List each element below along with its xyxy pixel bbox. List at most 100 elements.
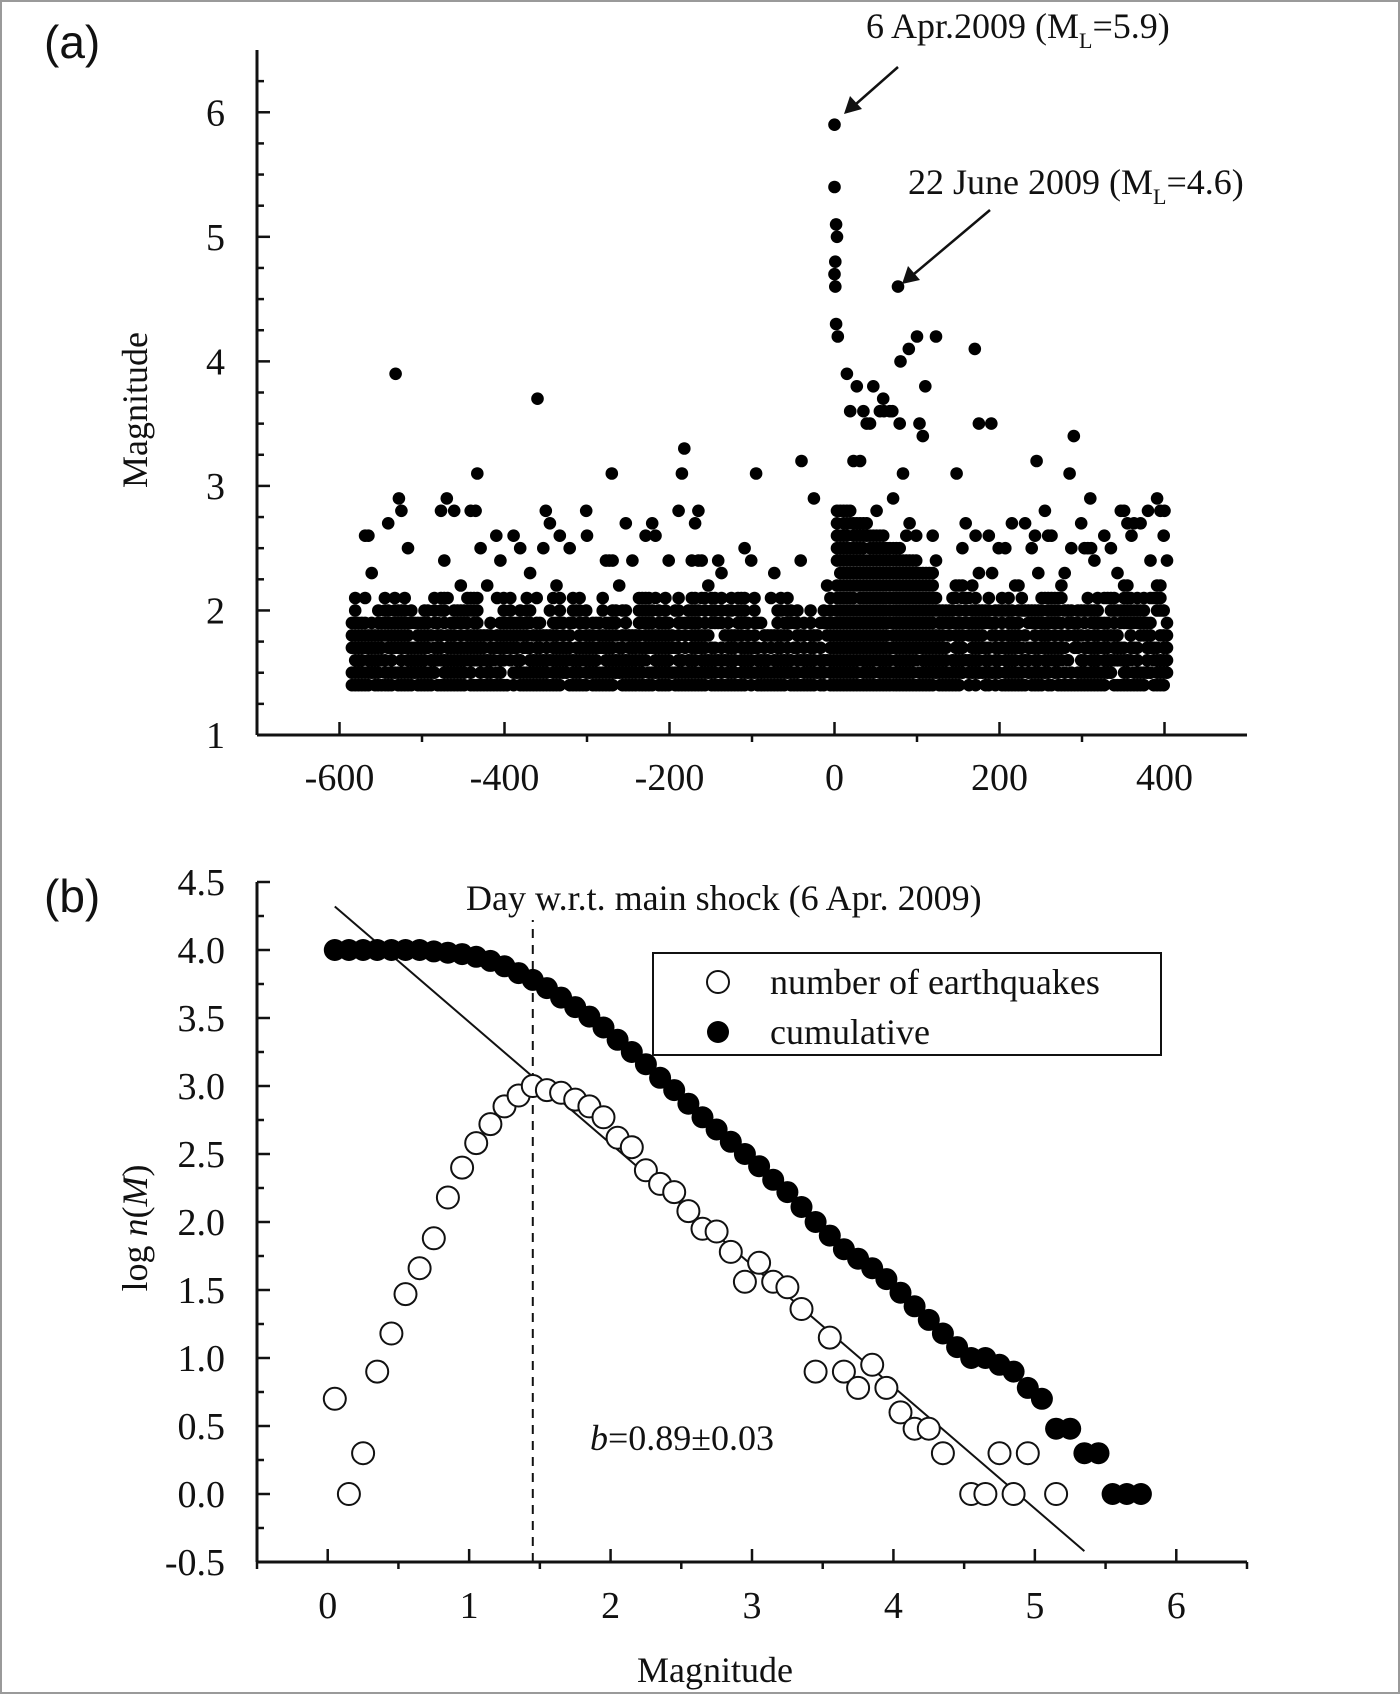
cumulative-point [1087,1442,1110,1465]
event-point [1124,629,1137,642]
event-point [471,604,484,617]
event-point [639,654,652,667]
event-point [1025,541,1038,555]
panel-b-y-axis-title-prefix: log [115,1236,155,1291]
event-point [1160,654,1174,667]
event-point [596,591,609,605]
b-value-annotation: b=0.89±0.03 [590,1418,774,1458]
event-point [754,616,768,630]
cumulative-point [903,1295,926,1318]
event-point [1065,541,1078,555]
event-point [1012,579,1025,592]
event-point-notable [950,467,963,480]
event-point-notable [829,280,842,293]
number-point [619,1135,644,1160]
event-point [348,591,362,605]
event-point [619,604,633,617]
event-point-notable [829,317,843,331]
panel-a-letter: (a) [44,16,100,68]
panel-b-x-tick-label: 1 [460,1585,479,1627]
panel-b-top-caption: Day w.r.t. main shock (6 Apr. 2009) [466,878,982,918]
event-point [626,554,639,567]
legend-label-number: number of earthquakes [770,962,1100,1002]
event-point [441,591,454,605]
event-point [1074,517,1088,530]
event-point-notable [1125,529,1138,542]
panel-b-x-tick-label: 6 [1167,1585,1186,1627]
event-point [1121,579,1134,592]
event-point [1160,616,1174,630]
event-point-notable [972,417,986,430]
panel-b-y-tick-label: 4.0 [178,930,226,972]
event-point [474,541,487,555]
panel-a-x-tick-label: -600 [305,757,375,799]
event-point [909,529,923,542]
event-point-notable [985,417,998,430]
event-point [857,404,870,418]
event-point [1028,529,1042,542]
legend-label-cumulative: cumulative [770,1012,930,1052]
event-point [553,529,567,542]
event-point [513,654,527,667]
event-point [543,517,557,530]
panel-b-letter: (b) [44,870,100,922]
panel-a-y-tick-label: 6 [206,92,225,134]
number-point [322,1386,347,1411]
event-point-notable [580,529,594,542]
annotation-june-event: 22 June 2009 (ML=4.6) [902,162,1244,284]
event-point-notable [490,529,503,542]
event-point [494,554,507,567]
panel-a-y-tick-label: 3 [206,466,225,508]
event-point-notable [539,504,553,518]
event-point [738,591,751,605]
cumulative-point [1129,1483,1152,1505]
event-point [781,591,794,605]
event-point-notable [678,442,691,455]
event-point [672,591,685,605]
event-point [537,541,550,555]
event-point [975,629,989,642]
cumulative-point [748,1155,771,1178]
event-point-notable [1030,454,1043,468]
event-point [903,517,916,530]
event-point [1055,591,1068,605]
number-point [916,1416,941,1441]
number-point [591,1105,616,1130]
event-point [804,604,817,617]
number-point [846,1375,871,1400]
event-point [791,604,804,617]
event-point [553,678,567,692]
annotation-june-event-label: 22 June 2009 (ML=4.6) [908,162,1244,209]
panel-b-y-axis-title: log n(M) [115,1164,155,1291]
number-point [973,1482,998,1506]
event-point-notable [605,467,619,480]
panel-a-y-tick-label: 1 [206,715,225,757]
event-point [1084,541,1098,555]
event-point [639,529,652,542]
event-point [764,591,778,605]
event-point [494,666,507,679]
event-point-notable [886,404,899,418]
event-point [688,517,702,530]
event-point [553,604,567,617]
panel-b-y-tick-label: 0.0 [178,1474,226,1516]
number-point [860,1352,885,1377]
event-point [672,604,685,617]
event-point [956,579,969,592]
event-point-notable [919,380,932,393]
cumulative-point [931,1322,954,1345]
event-point [913,417,926,430]
number-point [365,1359,390,1384]
panel-a-ticks: -600 -400 -200 0 200 400 1 2 3 4 5 6 [206,79,1193,799]
event-point [378,591,392,605]
panel-a-x-tick-label: -200 [635,757,705,799]
event-point [966,579,979,592]
cumulative-point [705,1118,728,1141]
event-point [1160,666,1174,679]
event-point [388,591,402,605]
panel-a-y-tick-label: 2 [206,590,225,632]
event-point-notable [894,355,907,368]
event-point [1144,616,1157,630]
panel-a-y-axis-title: Magnitude [115,332,155,488]
